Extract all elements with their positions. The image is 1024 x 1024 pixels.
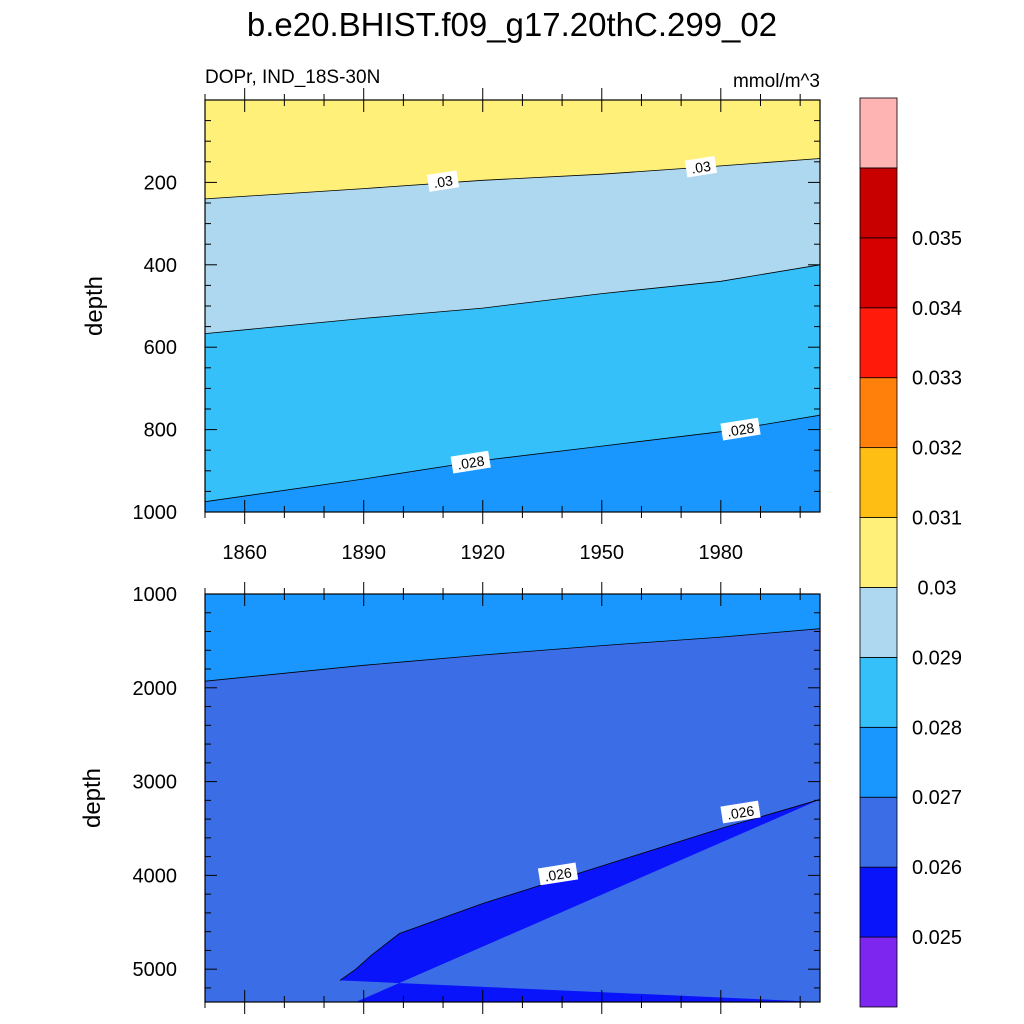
colorbar-swatch [859, 726, 898, 798]
upper-contour-label-text: .03 [690, 158, 712, 177]
colorbar-swatch [859, 517, 898, 588]
upper-region-0.028-0.029 [205, 264, 820, 502]
colorbar-swatch [859, 97, 898, 169]
upper-contour-line-0.028-0.029 [205, 264, 820, 334]
upper-region-0.027-0.028 [205, 415, 820, 512]
upper-y-tick-label: 200 [144, 172, 177, 194]
upper-contour-panel: 1860 1890 1920 1950 1980 200 400 600 800 1000 .03.… [133, 88, 821, 564]
lower-contour-line-0.026-0.027 [205, 628, 820, 682]
lower-y-tick-label: 1000 [133, 584, 178, 606]
colorbar-label: 0.026 [912, 857, 962, 879]
upper-contour-label-box [720, 417, 761, 441]
lower-contour-panel: 1000 2000 3000 4000 5000 .026 .026 [133, 582, 821, 1014]
lower-contour-label: .026 [537, 862, 579, 886]
colorbar-swatch [859, 866, 898, 938]
lower-contour-label-box [720, 800, 761, 824]
lower-region-0.025-0.026 [339, 799, 820, 1002]
lower-contour-label-box [537, 862, 579, 886]
upper-x-tick-label: 1890 [341, 542, 386, 564]
colorbar-swatch [859, 656, 898, 728]
upper-x-tick-label: 1980 [699, 542, 744, 564]
upper-subtitle-right: mmol/m^3 [733, 71, 820, 92]
lower-y-axis-label: depth [79, 768, 106, 828]
colorbar-label: 0.031 [912, 508, 962, 530]
colorbar-label: 0.025 [912, 927, 962, 949]
lower-contour-label-text: .026 [543, 864, 573, 884]
upper-contour-label-text: .03 [432, 172, 454, 191]
upper-contour-line-0.029-0.030 [205, 158, 820, 200]
upper-x-tick-label: 1920 [460, 542, 505, 564]
colorbar-label: 0.034 [912, 298, 962, 320]
upper-subtitle-left: DOPr, IND_18S-30N [205, 67, 380, 88]
upper-contour-label: .03 [684, 155, 718, 178]
lower-contour-label-text: .026 [726, 802, 756, 822]
colorbar-swatch [859, 796, 898, 868]
colorbar-label: 0.035 [912, 228, 962, 250]
colorbar-swatch [859, 237, 898, 309]
upper-x-tick-label: 1860 [222, 542, 267, 564]
upper-y-tick-label: 400 [144, 255, 177, 277]
colorbar-swatch [859, 447, 898, 518]
colorbar-label: 0.032 [912, 438, 962, 460]
colorbar: 0.025 0.026 0.027 0.028 0.029 0.03 0.031 0.032 0… [859, 97, 962, 1008]
upper-fill-group [205, 100, 820, 512]
upper-x-tick-label: 1950 [580, 542, 625, 564]
colorbar-label: 0.027 [912, 787, 962, 809]
upper-y-tick-label: 800 [144, 420, 177, 442]
upper-y-tick-label: 1000 [133, 502, 178, 524]
lower-plot-frame [204, 593, 821, 1003]
upper-region-0.029-0.030 [205, 158, 820, 334]
colorbar-swatch [859, 167, 898, 239]
upper-region-0.030-0.031 [205, 100, 820, 199]
lower-fill-group [205, 594, 820, 1002]
upper-contour-label: .028 [720, 417, 761, 441]
upper-contour-label-box [426, 170, 460, 192]
colorbar-swatch [859, 377, 898, 449]
colorbar-swatch [859, 936, 898, 1008]
lower-region-0.026-0.027 [205, 628, 820, 1002]
colorbar-label: 0.028 [912, 717, 962, 739]
lower-y-tick-label: 3000 [133, 772, 178, 794]
colorbar-label: 0.029 [912, 647, 962, 669]
lower-contour-line-0.025-0.026 [339, 799, 820, 981]
lower-y-tick-label: 5000 [133, 959, 178, 981]
lower-y-tick-label: 4000 [133, 865, 178, 887]
colorbar-swatch [859, 307, 898, 379]
upper-contour-label-box [450, 450, 491, 474]
colorbar-label: 0.033 [912, 368, 962, 390]
upper-contour-label-box [684, 155, 718, 178]
upper-y-tick-label: 600 [144, 337, 177, 359]
lower-region-0.027-0.028 [205, 594, 820, 682]
colorbar-swatch [859, 587, 898, 658]
upper-contour-label: .03 [426, 170, 460, 192]
lower-contour-label: .026 [720, 800, 761, 824]
colorbar-label: 0.03 [918, 577, 957, 599]
upper-contour-label: .028 [450, 450, 491, 474]
upper-y-axis-label: depth [81, 276, 108, 336]
upper-contour-label-text: .028 [726, 420, 756, 440]
lower-y-tick-label: 2000 [133, 678, 178, 700]
figure-title: b.e20.BHIST.f09_g17.20thC.299_02 [247, 6, 777, 43]
upper-contour-label-text: .028 [456, 453, 486, 473]
